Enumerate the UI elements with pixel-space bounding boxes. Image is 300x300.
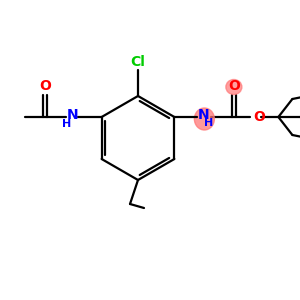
Text: N: N <box>67 108 78 122</box>
Ellipse shape <box>226 80 242 94</box>
Text: O: O <box>39 79 51 93</box>
Text: O: O <box>228 79 240 93</box>
Text: Cl: Cl <box>130 55 146 69</box>
Ellipse shape <box>194 108 214 130</box>
Text: H: H <box>62 119 71 129</box>
Text: H: H <box>204 118 213 128</box>
Text: N: N <box>198 108 209 122</box>
Text: O: O <box>254 110 265 124</box>
